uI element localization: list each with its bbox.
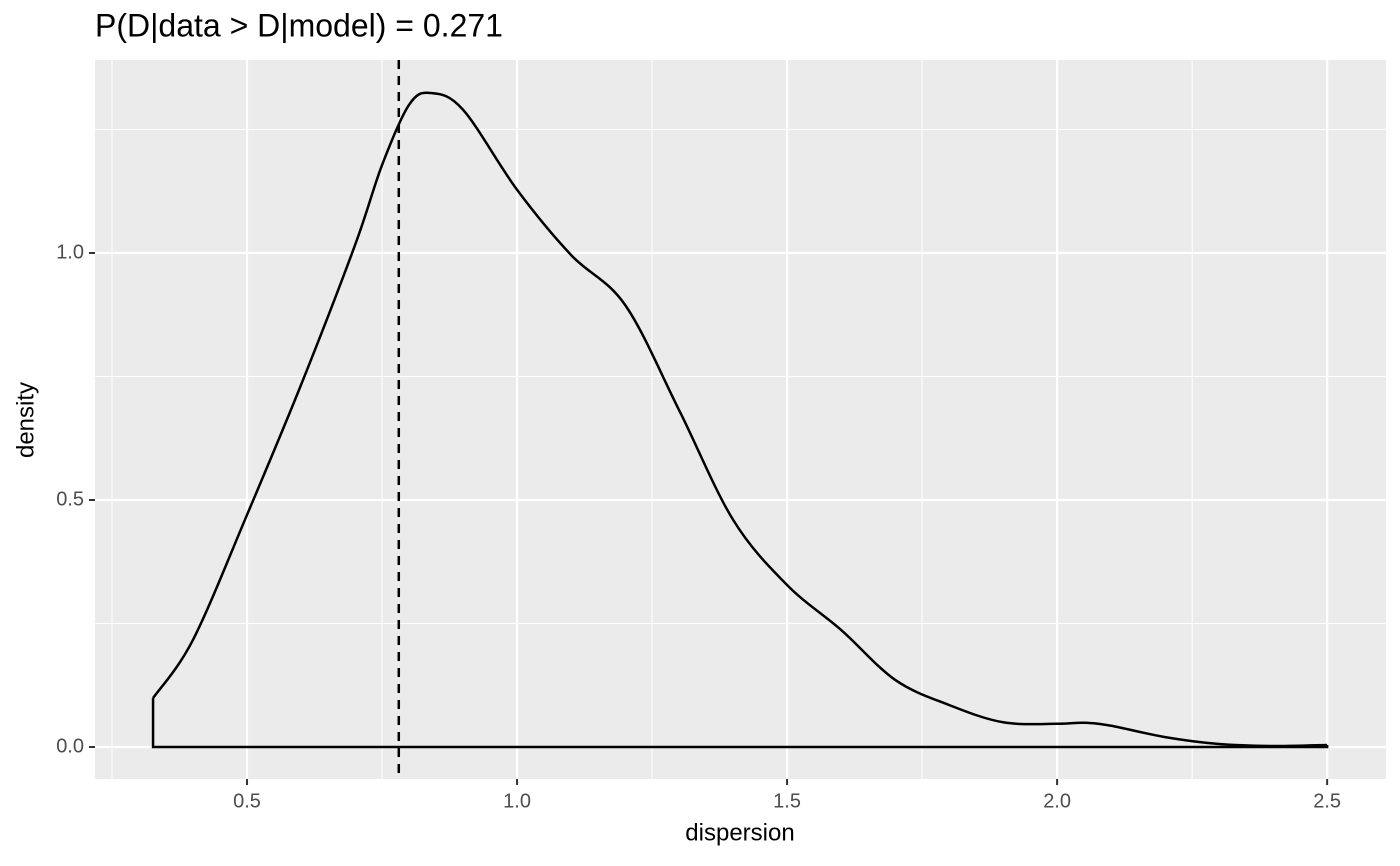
marks: [151, 60, 1329, 779]
y-axis-title: density: [12, 382, 39, 458]
density-curve: [152, 91, 1328, 748]
x-tick-label: 2.0: [1043, 790, 1071, 812]
x-tick-label: 0.5: [233, 790, 261, 812]
x-tick-label: 1.0: [503, 790, 531, 812]
x-tick-label: 1.5: [773, 790, 801, 812]
chart-title: P(D|data > D|model) = 0.271: [95, 7, 503, 43]
y-tick-label: 0.0: [56, 735, 84, 757]
y-tick-label: 1.0: [56, 241, 84, 263]
x-tick-label: 2.5: [1313, 790, 1341, 812]
panel: [95, 60, 1386, 779]
x-axis-title: dispersion: [685, 819, 794, 846]
y-tick-label: 0.5: [56, 488, 84, 510]
